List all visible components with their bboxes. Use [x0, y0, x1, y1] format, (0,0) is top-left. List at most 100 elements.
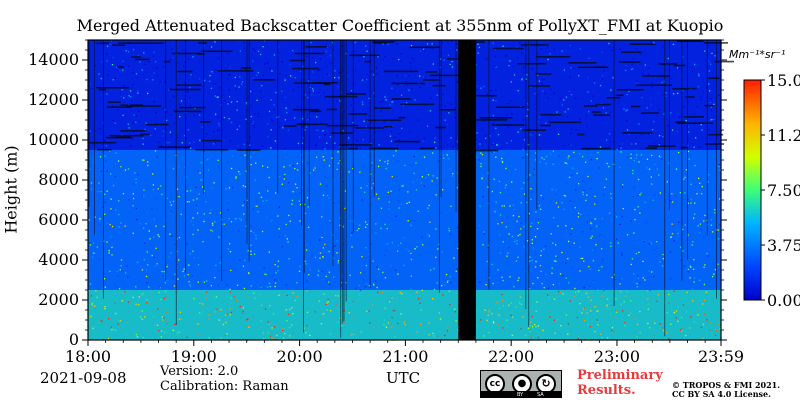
backscatter-speck — [586, 159, 588, 161]
backscatter-speck — [318, 93, 320, 95]
backscatter-speck — [657, 294, 659, 296]
results-label: Results. — [577, 383, 636, 398]
backscatter-speck — [387, 160, 389, 162]
backscatter-speck — [441, 42, 444, 44]
backscatter-speck — [710, 63, 712, 65]
backscatter-speck — [408, 250, 410, 252]
backscatter-speck — [585, 199, 587, 202]
backscatter-speck — [289, 63, 291, 66]
backscatter-speck — [522, 119, 525, 121]
backscatter-speck — [575, 189, 577, 191]
backscatter-speck — [192, 224, 194, 226]
backscatter-speck — [423, 48, 425, 50]
backscatter-speck — [391, 326, 393, 328]
backscatter-speck — [570, 144, 572, 146]
backscatter-speck — [409, 252, 411, 254]
backscatter-speck — [328, 250, 330, 253]
backscatter-speck — [454, 308, 456, 310]
signal-dropout — [340, 40, 342, 338]
backscatter-speck — [579, 118, 581, 120]
backscatter-speck — [240, 69, 242, 71]
backscatter-speck — [698, 73, 700, 75]
backscatter-speck — [682, 225, 684, 227]
backscatter-speck — [275, 282, 277, 284]
backscatter-speck — [250, 253, 252, 256]
backscatter-speck — [526, 153, 528, 156]
backscatter-speck — [647, 308, 649, 310]
backscatter-speck — [694, 202, 696, 204]
backscatter-speck — [488, 311, 490, 314]
backscatter-speck — [648, 67, 650, 69]
backscatter-speck — [249, 136, 251, 138]
backscatter-speck — [176, 188, 179, 190]
backscatter-speck — [522, 157, 524, 159]
backscatter-speck — [336, 240, 338, 242]
backscatter-speck — [186, 243, 188, 245]
noise-streak — [591, 111, 601, 113]
backscatter-speck — [585, 114, 587, 117]
backscatter-speck — [321, 196, 324, 198]
backscatter-speck — [492, 282, 494, 285]
backscatter-speck — [247, 326, 250, 328]
backscatter-speck — [672, 43, 675, 46]
backscatter-speck — [180, 181, 182, 183]
noise-streak — [125, 105, 162, 107]
backscatter-speck — [526, 179, 529, 181]
backscatter-speck — [351, 334, 353, 336]
backscatter-speck — [169, 58, 171, 60]
backscatter-speck — [606, 162, 608, 165]
backscatter-speck — [338, 72, 340, 74]
y-tick-label: 10000 — [28, 130, 79, 149]
backscatter-speck — [128, 51, 130, 53]
backscatter-speck — [89, 244, 92, 246]
backscatter-speck — [116, 270, 118, 273]
backscatter-speck — [135, 115, 138, 117]
backscatter-speck — [127, 123, 129, 125]
backscatter-speck — [292, 292, 294, 294]
backscatter-speck — [398, 139, 401, 141]
backscatter-speck — [314, 167, 316, 169]
backscatter-speck — [112, 56, 114, 59]
backscatter-speck — [178, 236, 181, 239]
backscatter-speck — [137, 90, 139, 92]
noise-streak — [676, 40, 704, 42]
layer-wash — [88, 290, 721, 340]
backscatter-speck — [161, 270, 163, 273]
backscatter-speck — [650, 105, 652, 108]
backscatter-speck — [149, 134, 152, 137]
backscatter-speck — [531, 191, 533, 193]
backscatter-speck — [712, 275, 714, 278]
backscatter-speck — [344, 322, 346, 324]
backscatter-speck — [435, 256, 437, 258]
backscatter-speck — [163, 297, 165, 299]
backscatter-speck — [158, 286, 160, 288]
backscatter-speck — [444, 334, 446, 337]
backscatter-speck — [572, 167, 574, 169]
backscatter-speck — [451, 66, 454, 68]
backscatter-speck — [322, 130, 324, 132]
signal-dropout — [373, 40, 375, 197]
backscatter-speck — [417, 119, 420, 121]
backscatter-speck — [447, 41, 449, 43]
backscatter-speck — [435, 147, 437, 149]
noise-streak — [581, 147, 611, 150]
backscatter-speck — [277, 215, 279, 217]
backscatter-speck — [651, 90, 653, 92]
backscatter-speck — [361, 256, 363, 258]
backscatter-speck — [222, 118, 224, 120]
backscatter-speck — [375, 193, 378, 195]
backscatter-speck — [250, 336, 253, 339]
signal-dropout — [687, 40, 688, 260]
backscatter-speck — [338, 77, 340, 79]
backscatter-speck — [242, 185, 244, 187]
backscatter-speck — [703, 313, 706, 315]
backscatter-speck — [164, 290, 167, 292]
backscatter-speck — [257, 112, 259, 114]
backscatter-speck — [110, 198, 112, 200]
noise-streak — [647, 145, 676, 147]
backscatter-speck — [245, 68, 247, 70]
signal-dropout — [185, 40, 187, 274]
backscatter-speck — [282, 127, 284, 129]
signal-dropout — [301, 40, 302, 226]
backscatter-speck — [520, 303, 522, 305]
